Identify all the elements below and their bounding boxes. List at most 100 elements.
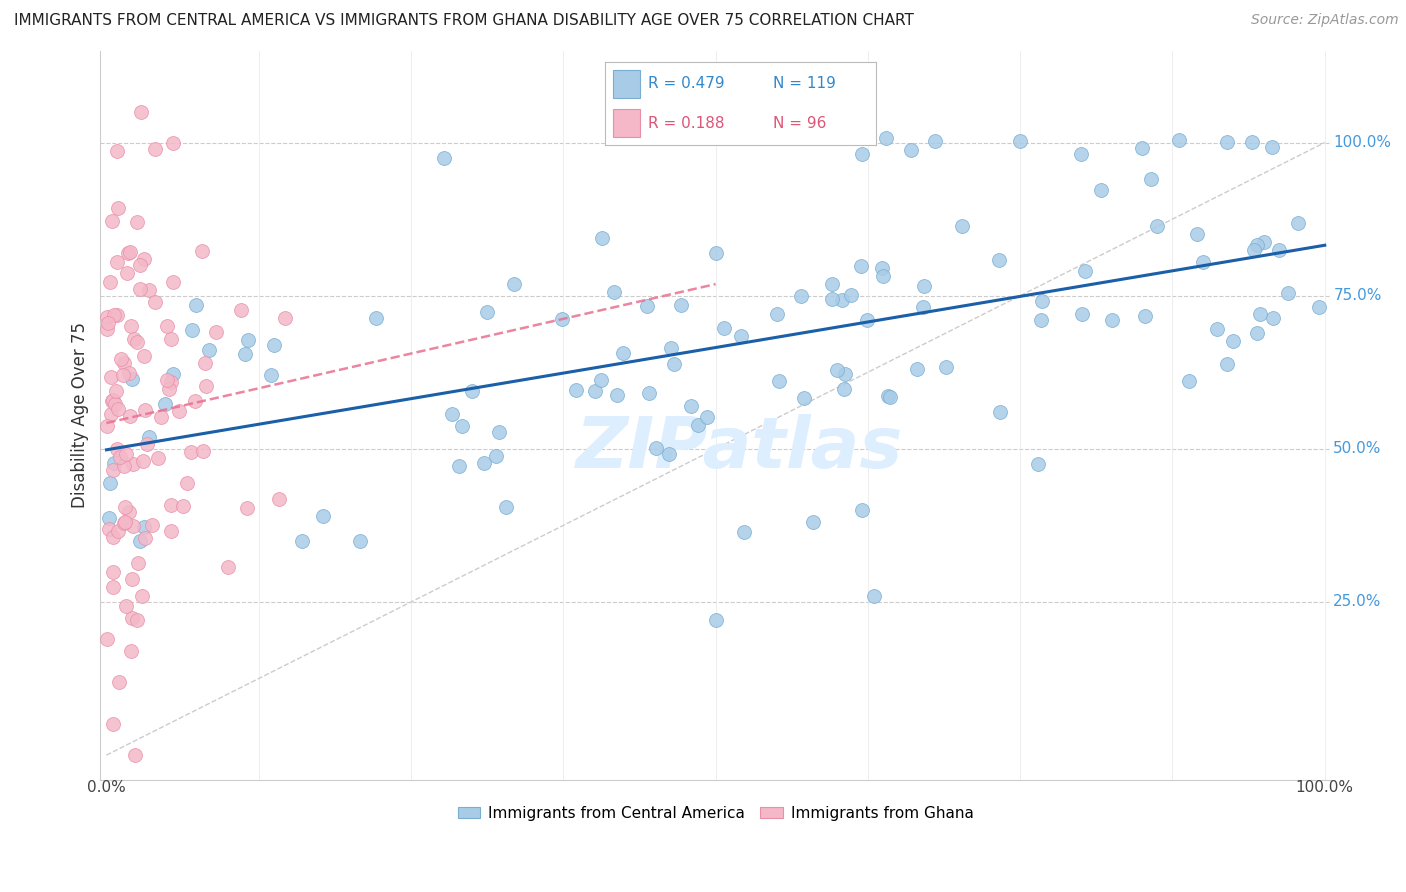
Point [495,500,517,514]
Point [172,500,194,514]
Point [105,144,128,158]
Point [987,253,1010,268]
Point [602,285,624,299]
Point [1253,235,1275,249]
Point [118,367,141,381]
Point [1277,285,1299,300]
Point [124,748,146,763]
Point [851,146,873,161]
Point [488,425,510,439]
Point [472,456,495,470]
Point [132,252,155,267]
Point [114,516,136,530]
Point [681,400,703,414]
Point [1026,457,1049,471]
Point [176,476,198,491]
Point [110,351,132,366]
Point [150,410,173,425]
Point [713,321,735,335]
Point [658,447,681,461]
Point [827,130,849,145]
Point [120,644,142,658]
Point [834,382,856,396]
Text: 25.0%: 25.0% [1333,594,1382,609]
Point [606,388,628,402]
Point [120,409,142,423]
Point [503,277,526,291]
Point [312,508,335,523]
Point [114,447,136,461]
Point [97,316,120,330]
Point [127,556,149,570]
Point [129,533,152,548]
Point [638,386,661,401]
Text: Source: ZipAtlas.com: Source: ZipAtlas.com [1251,13,1399,28]
Point [1071,307,1094,321]
Point [169,404,191,418]
Point [101,530,124,544]
Point [1246,238,1268,252]
Point [105,442,128,456]
Text: 100.0%: 100.0% [1296,780,1354,795]
Point [1192,255,1215,269]
Point [875,131,897,145]
Point [194,356,217,370]
Point [98,275,121,289]
Point [1261,310,1284,325]
Point [121,457,143,471]
Point [101,392,124,407]
Point [160,524,183,538]
Point [107,674,129,689]
Point [98,522,121,536]
Point [115,266,138,280]
Point [217,560,239,574]
Point [112,356,135,370]
Point [730,329,752,343]
Text: 100.0%: 100.0% [1333,135,1392,150]
Point [117,245,139,260]
Point [160,375,183,389]
Point [180,323,202,337]
Point [236,334,259,348]
Point [696,409,718,424]
Point [191,244,214,258]
Point [900,143,922,157]
Point [101,580,124,594]
Point [184,394,207,409]
Point [205,325,228,339]
Text: ZIPatlas: ZIPatlas [576,414,904,483]
Point [364,311,387,326]
Point [704,613,727,627]
Point [591,231,613,245]
Point [100,407,122,421]
Point [911,301,934,315]
Point [125,613,148,627]
Point [156,319,179,334]
Point [1167,133,1189,147]
Point [1090,183,1112,197]
Point [120,319,142,334]
Point [134,520,156,534]
Point [686,418,709,433]
Point [103,456,125,470]
Y-axis label: Disability Age Over 75: Disability Age Over 75 [72,322,89,508]
Point [485,449,508,463]
Point [1146,219,1168,233]
Point [121,572,143,586]
Point [120,245,142,260]
Point [1031,293,1053,308]
Point [1216,136,1239,150]
Point [1031,313,1053,327]
Point [1074,264,1097,278]
Point [121,372,143,386]
Point [107,524,129,538]
Point [1308,301,1330,315]
Point [704,245,727,260]
Point [349,533,371,548]
Point [1268,243,1291,257]
Point [111,368,134,383]
Point [612,346,634,360]
Point [475,305,498,319]
Point [267,491,290,506]
Point [291,533,314,548]
